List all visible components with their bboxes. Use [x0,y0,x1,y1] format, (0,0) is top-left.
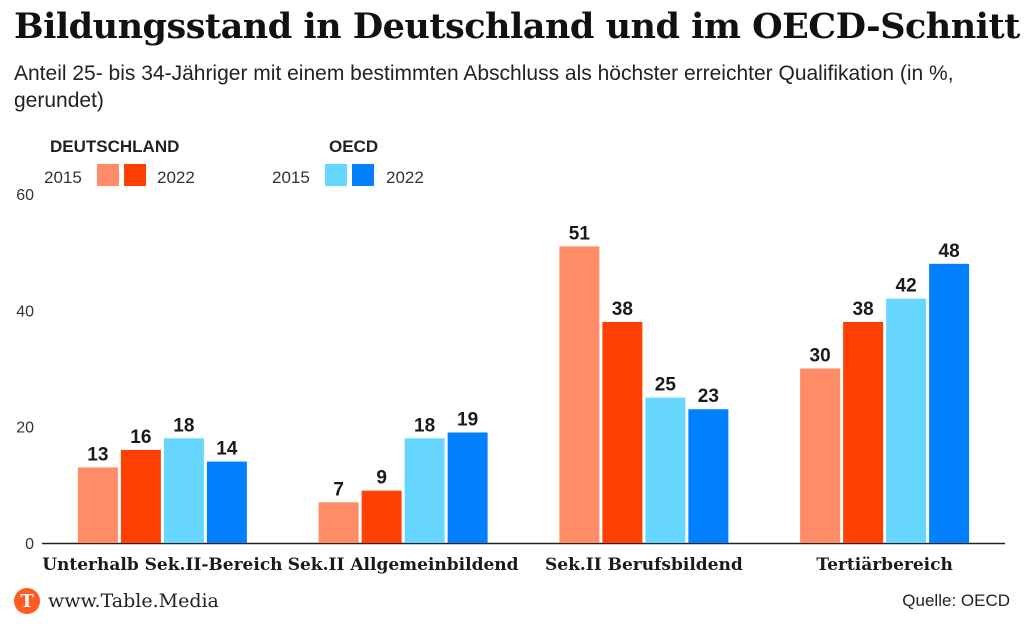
bar-2-0 [559,246,600,543]
category-label: Sek.II Berufsbildend [545,555,743,575]
bar-0-2 [163,438,204,543]
legend-swatch-oecd-2022 [352,164,374,186]
bar-value-label: 14 [216,439,238,460]
bar-2-3 [688,409,729,543]
bar-2-2 [645,397,686,543]
source-note: Quelle: OECD [902,591,1010,610]
bar-value-label: 9 [376,468,387,489]
bar-0-3 [206,461,247,543]
bar-value-label: 18 [414,415,435,436]
category-label: Unterhalb Sek.II-Bereich [42,555,282,575]
bar-value-label: 13 [87,444,108,465]
bar-value-label: 19 [457,409,478,430]
legend-year-de-2015: 2015 [44,168,82,187]
legend-swatch-oecd-2015 [325,164,347,186]
bar-3-1 [843,321,884,543]
bar-1-2 [404,438,445,543]
bar-value-label: 16 [130,427,151,448]
category-label: Sek.II Allgemeinbildend [288,555,519,575]
bar-0-1 [120,449,161,543]
y-tick-label: 60 [16,187,34,204]
chart-title: Bildungsstand in Deutschland und im OECD… [14,6,1020,47]
bar-value-label: 42 [896,276,917,297]
bar-3-3 [929,263,970,543]
bar-value-label: 18 [173,415,194,436]
legend-year-de-2022: 2022 [157,168,195,187]
legend-year-oecd-2022: 2022 [386,168,424,187]
category-label: Tertiärbereich [816,555,952,575]
footer-branding: T www.Table.Media [14,588,219,614]
bar-value-label: 51 [569,223,591,244]
bar-2-1 [602,321,643,543]
bar-value-label: 30 [810,346,831,367]
legend-swatch-de-2015 [97,164,119,186]
legend-title-deutschland: DEUTSCHLAND [50,137,180,156]
bar-value-label: 38 [853,299,874,320]
bar-3-0 [800,368,841,543]
y-tick-label: 20 [16,420,34,437]
bar-value-label: 25 [655,375,677,396]
legend-title-oecd: OECD [329,137,379,156]
y-tick-label: 0 [25,536,34,553]
bar-value-label: 38 [612,299,633,320]
table-media-logo-icon: T [14,588,40,614]
chart-subtitle: Anteil 25- bis 34-Jähriger mit einem bes… [14,62,954,112]
bar-value-label: 7 [333,479,344,500]
bar-3-2 [886,298,927,543]
bar-value-label: 23 [698,386,719,407]
bar-0-0 [77,467,118,543]
bar-1-0 [318,502,359,543]
site-url: www.Table.Media [48,590,219,612]
bar-1-1 [361,490,402,543]
y-tick-label: 40 [16,303,34,320]
legend-year-oecd-2015: 2015 [272,168,310,187]
legend-swatch-de-2022 [124,164,146,186]
bar-1-3 [447,432,488,543]
bar-value-label: 48 [939,241,960,262]
